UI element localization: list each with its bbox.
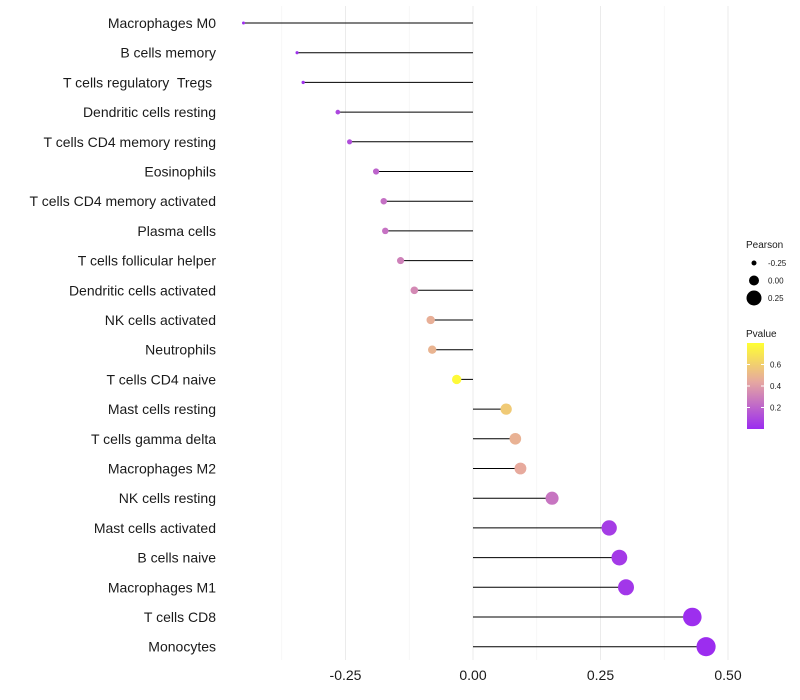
data-point <box>514 462 527 475</box>
data-point <box>611 549 628 566</box>
category-labels: Macrophages M0 B cells memory T cells regu… <box>30 15 217 655</box>
data-point <box>428 345 437 354</box>
data-point <box>295 51 299 55</box>
category-label: Plasma cells <box>137 223 216 239</box>
category-label: Neutrophils <box>145 342 216 358</box>
x-tick-label: -0.25 <box>330 667 362 683</box>
data-point <box>452 374 462 385</box>
data-point <box>373 168 380 175</box>
category-label: T cells CD4 naive <box>107 371 217 387</box>
data-point <box>618 579 634 596</box>
category-label: Eosinophils <box>144 164 216 180</box>
pvalue-color-legend: Pvalue 0.2 0.4 0.6 <box>746 329 782 429</box>
category-label: Macrophages M1 <box>108 579 216 595</box>
data-point <box>382 227 389 235</box>
size-legend-label: -0.25 <box>768 259 787 268</box>
category-label: T cells CD4 memory resting <box>44 134 216 150</box>
data-point <box>347 139 353 145</box>
data-point <box>335 109 341 115</box>
category-label: Dendritic cells activated <box>69 282 216 298</box>
data-point <box>242 21 245 25</box>
lollipop-dots <box>242 21 716 657</box>
size-legend-dot <box>749 275 759 286</box>
data-point <box>601 520 617 536</box>
legend-title: Pvalue <box>746 329 777 340</box>
x-tick-label: 0.00 <box>459 667 486 683</box>
x-tick-label: 0.50 <box>714 667 741 683</box>
pearson-size-legend: Pearson -0.25 0.00 0.25 <box>746 240 787 306</box>
data-point <box>683 607 702 627</box>
category-label: T cells follicular helper <box>78 253 217 269</box>
category-label: Macrophages M0 <box>108 15 216 31</box>
data-point <box>380 197 387 205</box>
category-label: Dendritic cells resting <box>83 104 216 120</box>
category-label: Monocytes <box>148 639 216 655</box>
category-label: B cells naive <box>137 550 216 566</box>
category-label: Mast cells activated <box>94 520 216 536</box>
x-axis-ticks: -0.25 0.00 0.25 0.50 <box>330 667 742 683</box>
category-label: Macrophages M2 <box>108 461 216 477</box>
size-legend-label: 0.00 <box>768 277 784 286</box>
color-legend-label: 0.2 <box>770 404 782 413</box>
data-point <box>509 432 522 445</box>
data-point <box>500 403 512 415</box>
size-legend-dot <box>746 290 762 306</box>
x-tick-label: 0.25 <box>587 667 614 683</box>
size-legend-label: 0.25 <box>768 294 784 303</box>
category-label: T cells CD8 <box>144 609 216 625</box>
category-label: B cells memory <box>120 45 216 61</box>
category-label: T cells gamma delta <box>91 431 216 447</box>
data-point <box>410 286 419 295</box>
category-label: T cells regulatory Tregs <box>63 74 216 90</box>
category-label: NK cells resting <box>119 490 216 506</box>
legend-title: Pearson <box>746 240 783 251</box>
lollipop-stems <box>243 22 707 648</box>
color-bar <box>747 343 764 429</box>
color-legend-label: 0.6 <box>770 361 782 370</box>
data-point <box>696 637 716 657</box>
size-legend-dot <box>751 260 757 266</box>
category-label: Mast cells resting <box>108 401 216 417</box>
data-point <box>301 80 305 85</box>
category-label: NK cells activated <box>105 312 216 328</box>
data-point <box>545 491 559 505</box>
grid-lines <box>281 6 729 660</box>
category-label: T cells CD4 memory activated <box>30 193 216 209</box>
data-point <box>426 315 435 325</box>
data-point <box>397 257 405 265</box>
color-legend-label: 0.4 <box>770 382 782 391</box>
